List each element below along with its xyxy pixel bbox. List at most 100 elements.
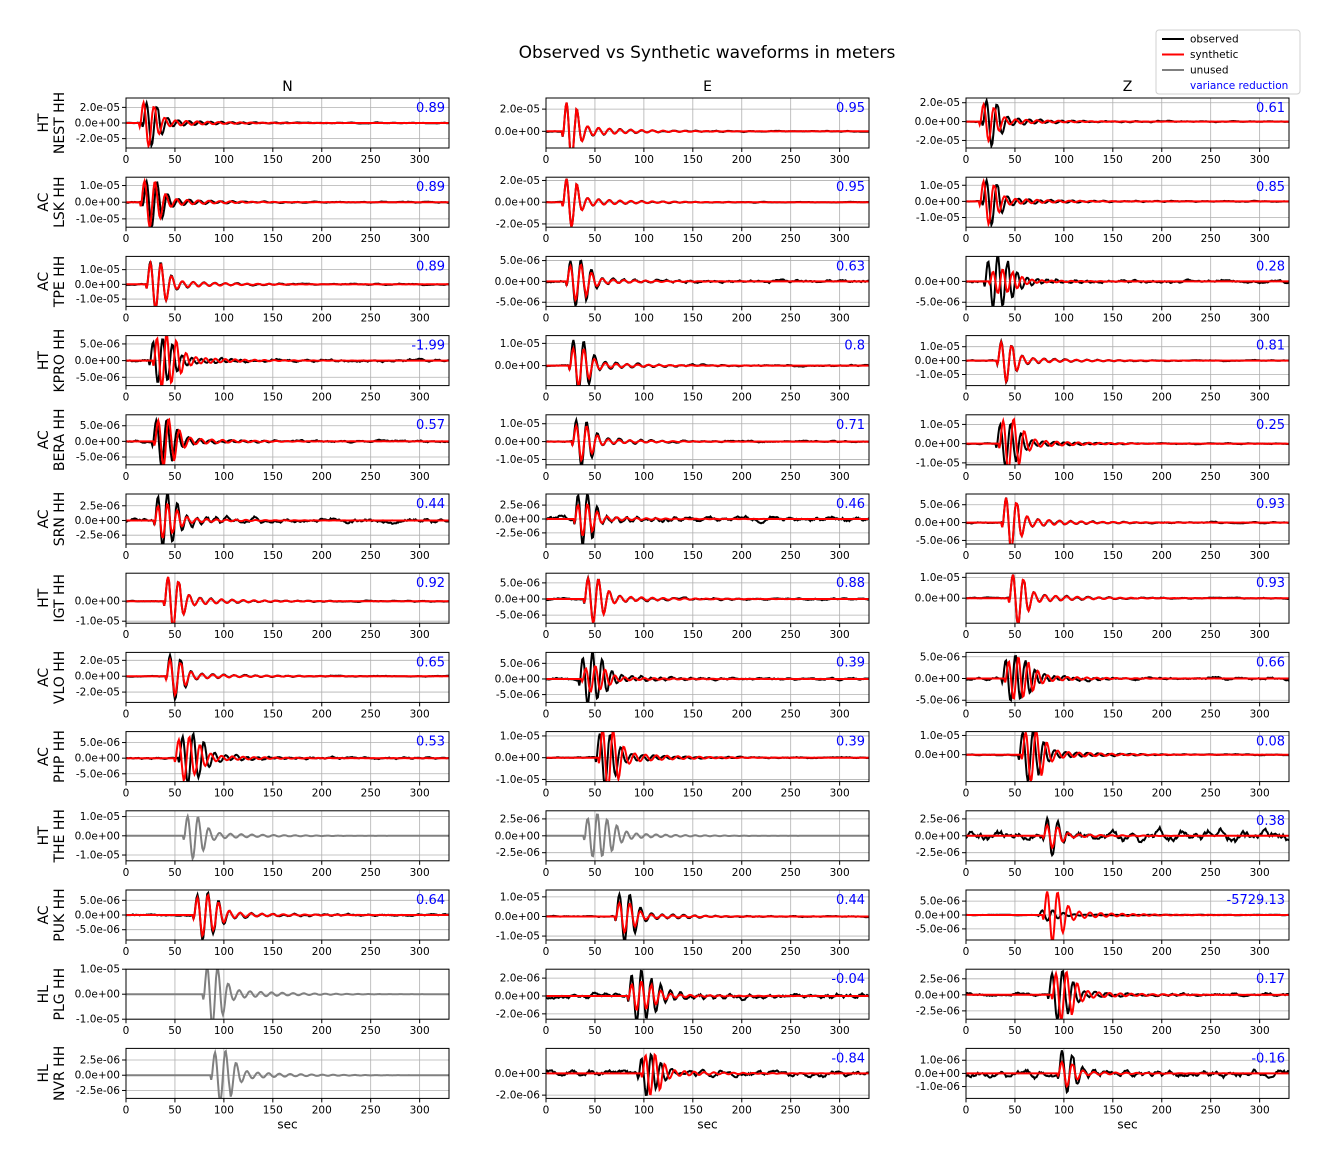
x-tick-label: 50 bbox=[168, 550, 181, 562]
synthetic-trace bbox=[546, 1052, 869, 1096]
x-tick-label: 50 bbox=[1008, 629, 1021, 641]
y-tick-label: -5.0e-06 bbox=[916, 535, 960, 547]
x-tick-label: 250 bbox=[1201, 550, 1221, 562]
x-tick-label: 300 bbox=[1250, 946, 1270, 958]
x-tick-label: 0 bbox=[963, 1025, 970, 1037]
y-tick-label: 2.0e-06 bbox=[500, 973, 541, 985]
variance-reduction-label: 0.65 bbox=[416, 655, 445, 670]
network-label: AC bbox=[36, 272, 52, 291]
synthetic-trace bbox=[966, 416, 1289, 465]
network-label: AC bbox=[36, 509, 52, 528]
observed-trace bbox=[966, 969, 1289, 1020]
y-tick-label: 1.0e-05 bbox=[80, 264, 120, 276]
y-tick-label: 1.0e-05 bbox=[920, 419, 960, 431]
waveform-panel: 1.0e-05 0.0e+00 0 50 100 150 200 250 300 0.8 bbox=[495, 335, 870, 404]
x-tick-label: 300 bbox=[410, 1104, 430, 1116]
legend-entry: variance reduction bbox=[1190, 80, 1288, 92]
x-tick-label: 250 bbox=[781, 788, 801, 800]
x-tick-label: 250 bbox=[1201, 233, 1221, 245]
waveform-panel: 2.5e-06 0.0e+00 -2.5e-060 50 100 150 200 250 300… bbox=[75, 493, 450, 562]
x-tick-label: 200 bbox=[312, 233, 332, 245]
waveform-panel: 1.0e-05 0.0e+00 0 50 100 150 200 250 300 0.93 bbox=[915, 572, 1290, 641]
y-tick-label: 0.0e+00 bbox=[915, 910, 960, 922]
synthetic-trace bbox=[966, 656, 1289, 700]
x-tick-label: 250 bbox=[361, 788, 381, 800]
x-tick-label: 250 bbox=[781, 550, 801, 562]
x-tick-label: 0 bbox=[123, 629, 130, 641]
x-tick-label: 0 bbox=[963, 946, 970, 958]
x-tick-label: 300 bbox=[410, 233, 430, 245]
x-tick-label: 150 bbox=[1103, 629, 1123, 641]
y-tick-label: 0.0e+00 bbox=[495, 830, 540, 842]
variance-reduction-label: 0.89 bbox=[416, 259, 445, 274]
x-tick-label: 200 bbox=[732, 867, 752, 879]
x-tick-label: 200 bbox=[1152, 1025, 1172, 1037]
y-tick-label: 0.0e+00 bbox=[495, 197, 540, 209]
x-tick-label: 150 bbox=[683, 629, 703, 641]
x-tick-label: 100 bbox=[1054, 550, 1074, 562]
station-label: THE HH bbox=[52, 809, 68, 863]
waveform-panel: 2.0e-05 0.0e+00 -2.0e-050 50 100 150 200 250 300… bbox=[75, 651, 450, 720]
x-tick-label: 0 bbox=[963, 392, 970, 404]
x-tick-label: 100 bbox=[214, 154, 234, 166]
x-tick-label: 0 bbox=[123, 471, 130, 483]
x-tick-label: 250 bbox=[1201, 629, 1221, 641]
column-title-e: E bbox=[703, 79, 712, 95]
x-tick-label: 150 bbox=[263, 1104, 283, 1116]
x-tick-label: 0 bbox=[963, 708, 970, 720]
variance-reduction-label: 0.39 bbox=[836, 655, 865, 670]
y-tick-label: 5.0e-06 bbox=[500, 658, 541, 670]
synthetic-trace bbox=[966, 101, 1289, 144]
synthetic-trace bbox=[126, 576, 449, 624]
x-tick-label: 200 bbox=[1152, 312, 1172, 324]
y-tick-label: 2.0e-05 bbox=[500, 104, 540, 116]
x-tick-label: 50 bbox=[588, 1025, 601, 1037]
x-axis-label: sec bbox=[277, 1117, 297, 1131]
x-tick-label: 250 bbox=[1201, 471, 1221, 483]
x-tick-label: 50 bbox=[588, 708, 601, 720]
synthetic-trace bbox=[546, 900, 869, 935]
x-tick-label: 150 bbox=[263, 1025, 283, 1037]
y-tick-label: -2.5e-06 bbox=[496, 847, 540, 859]
x-tick-label: 200 bbox=[1152, 154, 1172, 166]
axes-frame bbox=[125, 731, 450, 783]
y-tick-label: 2.0e-05 bbox=[500, 175, 540, 187]
x-tick-label: 150 bbox=[263, 867, 283, 879]
x-tick-label: 100 bbox=[634, 154, 654, 166]
x-tick-label: 200 bbox=[732, 629, 752, 641]
station-label: PUK HH bbox=[52, 888, 68, 941]
network-label: AC bbox=[36, 192, 52, 211]
network-label: AC bbox=[36, 668, 52, 687]
y-tick-label: 1.0e-05 bbox=[500, 730, 540, 742]
x-tick-label: 0 bbox=[123, 392, 130, 404]
x-tick-label: 100 bbox=[634, 788, 654, 800]
x-tick-label: 150 bbox=[683, 867, 703, 879]
x-tick-label: 250 bbox=[781, 946, 801, 958]
x-tick-label: 0 bbox=[963, 788, 970, 800]
grid bbox=[965, 731, 1289, 782]
axes-frame bbox=[125, 572, 450, 624]
x-tick-label: 50 bbox=[168, 233, 181, 245]
x-tick-label: 300 bbox=[1250, 629, 1270, 641]
y-tick-label: -1.0e-06 bbox=[916, 1081, 960, 1093]
y-tick-label: 0.0e+00 bbox=[915, 1068, 960, 1080]
x-tick-label: 250 bbox=[781, 312, 801, 324]
x-tick-label: 300 bbox=[830, 788, 850, 800]
axes-frame bbox=[965, 176, 1290, 228]
x-tick-label: 200 bbox=[312, 471, 332, 483]
x-tick-label: 0 bbox=[963, 867, 970, 879]
y-tick-label: 1.0e-05 bbox=[920, 572, 960, 584]
y-tick-label: 0.0e+00 bbox=[75, 1070, 120, 1082]
variance-reduction-label: 0.63 bbox=[836, 259, 865, 274]
x-tick-label: 150 bbox=[683, 471, 703, 483]
axes-frame bbox=[125, 414, 450, 466]
x-tick-label: 200 bbox=[732, 312, 752, 324]
x-tick-label: 300 bbox=[410, 471, 430, 483]
y-tick-label: -5.0e-06 bbox=[76, 372, 120, 384]
y-tick-label: 5.0e-06 bbox=[80, 737, 121, 749]
waveform-panel: 5.0e-06 0.0e+00 -5.0e-060 50 100 150 200 250 300… bbox=[75, 335, 450, 404]
y-tick-label: 0.0e+00 bbox=[75, 515, 120, 527]
axes-frame bbox=[125, 493, 450, 545]
axes-frame bbox=[965, 968, 1290, 1020]
x-tick-label: 150 bbox=[263, 788, 283, 800]
